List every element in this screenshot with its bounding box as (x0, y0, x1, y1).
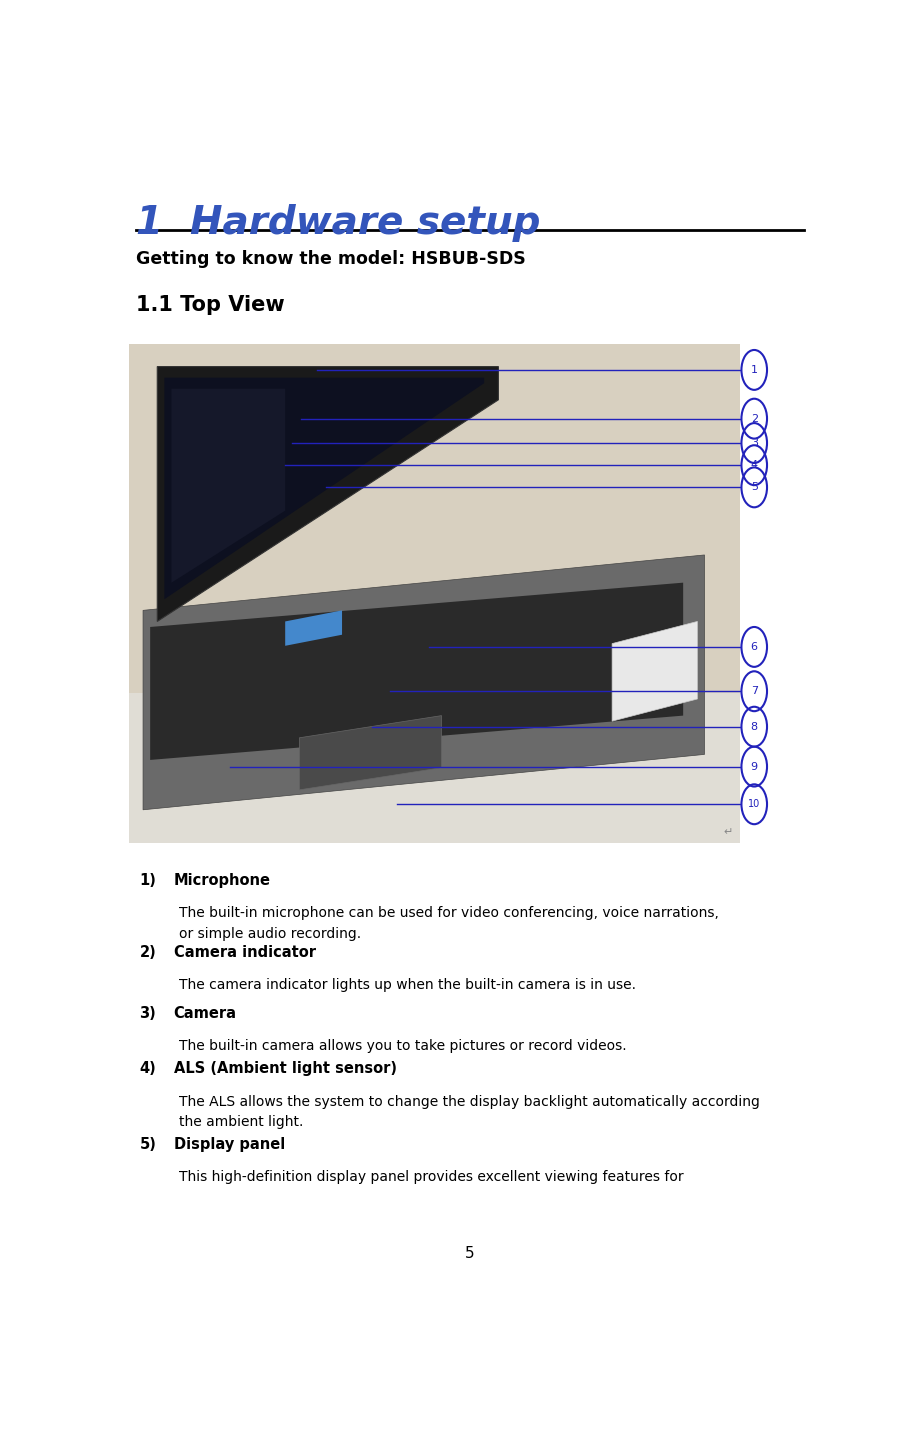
Text: 5: 5 (465, 1246, 475, 1261)
Text: 1): 1) (139, 873, 157, 888)
Text: Display panel: Display panel (173, 1137, 285, 1151)
Text: 9: 9 (751, 761, 757, 771)
Polygon shape (171, 389, 285, 583)
Text: 4): 4) (139, 1062, 156, 1076)
Polygon shape (150, 583, 683, 760)
Bar (128, 694, 740, 843)
Text: 10: 10 (748, 799, 760, 809)
Text: Camera: Camera (173, 1006, 237, 1020)
Text: 2): 2) (139, 945, 156, 960)
Text: The built-in camera allows you to take pictures or record videos.: The built-in camera allows you to take p… (179, 1039, 626, 1053)
Polygon shape (158, 367, 499, 622)
Text: The built-in microphone can be used for video conferencing, voice narrations,
or: The built-in microphone can be used for … (179, 907, 718, 941)
Text: 4: 4 (751, 460, 757, 471)
Text: ALS (Ambient light sensor): ALS (Ambient light sensor) (173, 1062, 397, 1076)
Text: 1  Hardware setup: 1 Hardware setup (136, 204, 540, 242)
Bar (128, 344, 740, 694)
Text: 5): 5) (139, 1137, 157, 1151)
Text: Getting to know the model: HSBUB-SDS: Getting to know the model: HSBUB-SDS (136, 250, 525, 268)
Polygon shape (613, 622, 698, 721)
Polygon shape (299, 715, 442, 790)
Text: 1.1 Top View: 1.1 Top View (136, 295, 284, 315)
Text: ↵: ↵ (724, 827, 733, 837)
Text: 3: 3 (751, 437, 757, 448)
Text: 6: 6 (751, 642, 757, 652)
Text: 7: 7 (751, 686, 757, 696)
Text: 5: 5 (751, 482, 757, 492)
Text: 2: 2 (751, 413, 757, 423)
Bar (128, 344, 740, 843)
Text: This high-definition display panel provides excellent viewing features for: This high-definition display panel provi… (179, 1170, 683, 1184)
Polygon shape (285, 610, 342, 646)
Text: 8: 8 (751, 722, 757, 731)
Text: The ALS allows the system to change the display backlight automatically accordin: The ALS allows the system to change the … (179, 1095, 759, 1130)
Text: The camera indicator lights up when the built-in camera is in use.: The camera indicator lights up when the … (179, 979, 635, 993)
Text: 3): 3) (139, 1006, 156, 1020)
Text: Camera indicator: Camera indicator (173, 945, 315, 960)
Text: Microphone: Microphone (173, 873, 271, 888)
Text: 1: 1 (751, 366, 757, 376)
Polygon shape (143, 555, 704, 810)
Polygon shape (164, 377, 484, 599)
